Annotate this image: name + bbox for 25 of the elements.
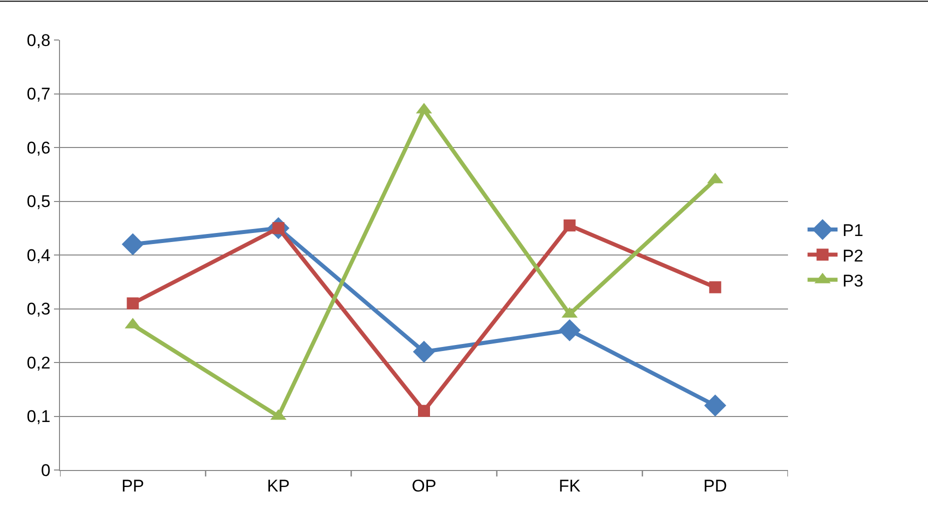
point (126, 297, 139, 310)
point (418, 404, 430, 417)
legend-label: P3 (842, 271, 864, 290)
legend-label: P2 (842, 246, 864, 266)
x-tick-label: KP (267, 476, 290, 496)
y-tick-label: 0,8 (26, 30, 50, 50)
point (564, 219, 576, 232)
y-tick-label: 0,7 (26, 84, 50, 104)
x-tick-label: PD (703, 476, 728, 496)
y-tick-label: 0,1 (26, 407, 50, 426)
legend-label: P1 (842, 221, 864, 240)
x-tick-label: FK (558, 476, 582, 496)
point (704, 394, 726, 417)
x-tick-label: PP (121, 476, 144, 496)
point (412, 340, 436, 363)
y-tick-label: 0 (40, 460, 50, 480)
y-tick-label: 0,3 (26, 300, 50, 319)
y-tick-label: 0,4 (26, 246, 50, 265)
x-tick-label: OP (412, 476, 436, 496)
point (709, 281, 722, 294)
y-tick-label: 0,5 (26, 192, 50, 212)
y-tick-label: 0,6 (26, 138, 50, 158)
point (122, 233, 144, 256)
point (558, 319, 581, 342)
y-tick-label: 0,2 (26, 353, 50, 372)
